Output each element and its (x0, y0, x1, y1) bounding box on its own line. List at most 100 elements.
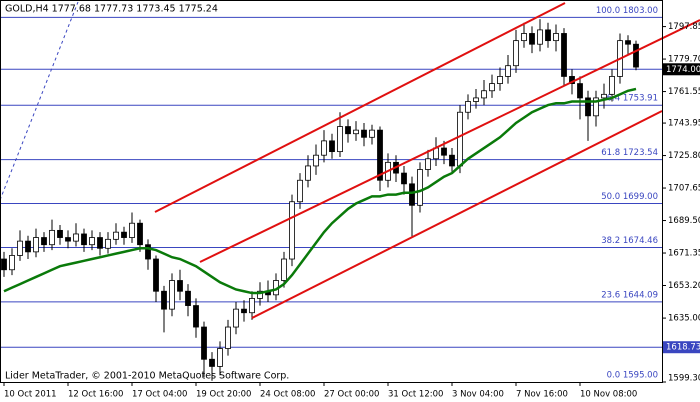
fib-level-label: 76.4 1753.91 (601, 94, 658, 104)
candle-body (113, 231, 119, 240)
candle-body (457, 111, 463, 167)
candle-body (73, 233, 79, 242)
candle-body (185, 290, 191, 306)
candle-body (505, 65, 511, 77)
candle-body (441, 147, 447, 156)
candle-body (17, 240, 23, 256)
y-tick-label: 1599.30 (668, 374, 700, 384)
candle-body (633, 43, 639, 68)
channel-line (251, 110, 663, 319)
y-tick-label: 1689.50 (668, 216, 700, 226)
candle-body (353, 129, 359, 135)
candle-body (553, 33, 559, 42)
x-tick-label: 19 Oct 20:00 (196, 390, 251, 400)
candle-body (345, 126, 351, 135)
candle-body (25, 240, 31, 253)
candle-body (137, 222, 143, 246)
price-marker-label: 1774.00 (666, 65, 700, 75)
y-tick-label: 1725.80 (668, 151, 700, 161)
candle-body (193, 305, 199, 328)
x-tick-label: 7 Nov 16:00 (516, 390, 568, 400)
channel-line (154, 2, 566, 213)
candle-body (121, 231, 127, 238)
candle-body (161, 290, 167, 310)
y-tick-label: 1797.85 (668, 22, 700, 32)
y-tick-label: 1671.35 (668, 249, 700, 259)
candle-body (465, 101, 471, 113)
candle-body (57, 229, 63, 238)
x-tick-label: 27 Oct 00:00 (324, 390, 379, 400)
candle-body (425, 158, 431, 170)
candle-body (537, 29, 543, 45)
candle-body (225, 326, 231, 349)
candle-body (209, 358, 215, 367)
candle-body (9, 255, 15, 271)
candle-body (497, 76, 503, 84)
candle-body (377, 129, 383, 181)
candle-body (153, 258, 159, 292)
fib-level-label: 23.6 1644.09 (601, 290, 658, 300)
y-tick-label: 1635.00 (668, 314, 700, 324)
y-tick-label: 1707.65 (668, 184, 700, 194)
moving-average (3, 87, 637, 295)
candle-body (585, 97, 591, 117)
x-tick-label: 31 Oct 12:00 (388, 390, 443, 400)
y-tick-label: 1779.70 (668, 55, 700, 65)
fib-level-label: 0.0 1595.00 (607, 371, 658, 381)
candle-body (489, 83, 495, 92)
fib-level-label: 50.0 1699.00 (601, 192, 658, 202)
candle-body (281, 258, 287, 281)
candle-body (1, 258, 7, 271)
candle-body (249, 298, 255, 314)
y-tick-label: 1761.55 (668, 87, 700, 97)
candle-body (417, 169, 423, 206)
candle-body (529, 33, 535, 45)
candle-body (41, 237, 47, 246)
candle-body (89, 237, 95, 246)
candle-body (577, 83, 583, 99)
candle-body (409, 183, 415, 206)
price-marker-box (663, 63, 700, 76)
chart-title: GOLD,H4 1777.68 1777.73 1773.45 1775.24 (5, 4, 218, 15)
candle-body (609, 76, 615, 95)
candle-body (313, 154, 319, 167)
candle-body (105, 238, 111, 249)
x-tick-label: 10 Oct 2011 (4, 390, 57, 400)
candle-body (241, 308, 247, 314)
candle-body (65, 237, 71, 242)
candle-body (601, 93, 607, 99)
y-tick-label: 1743.95 (668, 119, 700, 129)
candle-body (329, 140, 335, 153)
fib-level-label: 100.0 1803.00 (596, 6, 658, 16)
candle-body (401, 172, 407, 185)
candle-body (545, 29, 551, 42)
candle-body (257, 290, 263, 299)
candle-body (593, 97, 599, 117)
price-marker-box (663, 341, 700, 354)
candle-body (513, 40, 519, 67)
x-tick-label: 10 Nov 08:00 (580, 390, 637, 400)
price-marker-label: 1618.73 (666, 343, 700, 353)
fib-level-label: 61.8 1723.54 (601, 148, 658, 158)
candle-body (177, 280, 183, 292)
candle-body (305, 165, 311, 181)
candle-body (321, 140, 327, 156)
candle-body (361, 129, 367, 138)
candle-body (625, 40, 631, 45)
candle-body (337, 126, 343, 153)
candle-body (217, 348, 223, 367)
candle-body (201, 326, 207, 360)
candle-body (145, 244, 151, 260)
candle-body (97, 237, 103, 249)
candle-body (481, 90, 487, 99)
candle-body (49, 229, 55, 246)
candle-body (289, 201, 295, 260)
channel-line (199, 19, 700, 263)
candle-body (233, 308, 239, 328)
y-tick-label: 1653.20 (668, 281, 700, 291)
candle-body (169, 280, 175, 310)
candle-body (521, 33, 527, 42)
candle-body (129, 222, 135, 238)
